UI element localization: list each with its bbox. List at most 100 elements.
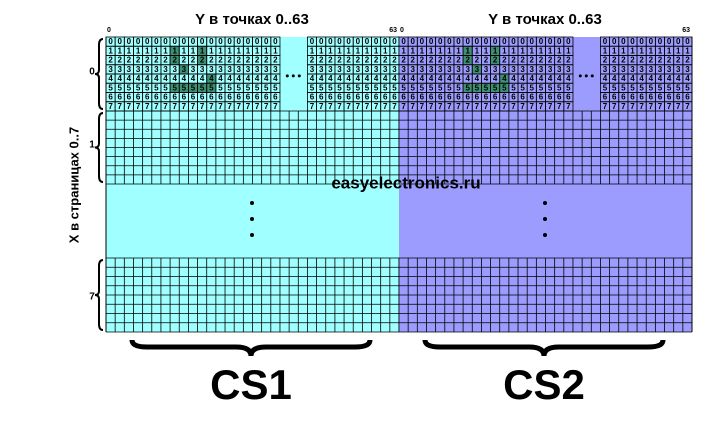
cell-digit: 6 (530, 93, 535, 102)
cell-digit: 2 (566, 56, 571, 65)
cell-digit: 3 (401, 65, 406, 74)
cell-digit: 5 (346, 83, 351, 92)
cell-digit: 1 (365, 46, 370, 55)
cell-digit: 6 (621, 93, 626, 102)
cell-digit: 7 (420, 102, 425, 111)
cell-digit: 0 (676, 37, 681, 46)
cell-digit: 2 (685, 56, 690, 65)
cell-digit: 7 (649, 102, 654, 111)
cell-digit: 7 (255, 102, 260, 111)
cell-digit: 6 (456, 93, 461, 102)
cell-digit: 6 (337, 93, 342, 102)
cell (270, 101, 281, 112)
cell-digit: 0 (356, 37, 361, 46)
cell-digit: 7 (209, 102, 214, 111)
cell-digit: 1 (127, 46, 132, 55)
cell-digit: 3 (227, 65, 232, 74)
cell-digit: 2 (237, 56, 242, 65)
panel-title: Y в точках 0..63 (195, 11, 309, 28)
cell-digit: 5 (383, 83, 388, 92)
cell-digit: 3 (163, 65, 168, 74)
cell-digit: 1 (237, 46, 242, 55)
cell-digit: 6 (264, 93, 269, 102)
cell-digit: 4 (319, 74, 324, 83)
cell-digit: 2 (218, 56, 223, 65)
cell-digit: 2 (108, 56, 113, 65)
cell-digit: 4 (475, 74, 480, 83)
cell-digit: 7 (374, 102, 379, 111)
cell-digit: 6 (520, 93, 525, 102)
cell-digit: 1 (401, 46, 406, 55)
cell-digit: 7 (484, 102, 489, 111)
cell-digit: 7 (163, 102, 168, 111)
cell-digit: 0 (365, 37, 370, 46)
cell-digit: 7 (346, 102, 351, 111)
cell-digit: 3 (520, 65, 525, 74)
cell-digit: 2 (502, 56, 507, 65)
cell-digit: 7 (191, 102, 196, 111)
cell-digit: 1 (658, 46, 663, 55)
cell-digit: 3 (136, 65, 141, 74)
cell-digit: 0 (630, 37, 635, 46)
cell-digit: 7 (465, 102, 470, 111)
cell-digit: 4 (530, 74, 535, 83)
cell-digit: 6 (411, 93, 416, 102)
cell-digit: 4 (182, 74, 187, 83)
cell-digit: 0 (383, 37, 388, 46)
cell-digit: 6 (630, 93, 635, 102)
cell-digit: 3 (649, 65, 654, 74)
pixel-set (197, 83, 207, 93)
cell-digit: 2 (374, 56, 379, 65)
cell-digit: 6 (676, 93, 681, 102)
cell-digit: 2 (346, 56, 351, 65)
cell-digit: 7 (511, 102, 516, 111)
cell-digit: 5 (676, 83, 681, 92)
cell-digit: 0 (392, 37, 397, 46)
cell-digit: 5 (401, 83, 406, 92)
cell-digit: 0 (145, 37, 150, 46)
cell-digit: 6 (484, 93, 489, 102)
cell-digit: 4 (502, 74, 507, 83)
cell-digit: 2 (356, 56, 361, 65)
cell-digit: 6 (218, 93, 223, 102)
cell-digit: 4 (136, 74, 141, 83)
cell-digit: 1 (630, 46, 635, 55)
cell-digit: 0 (566, 37, 571, 46)
cell-digit: 1 (182, 46, 187, 55)
cell-digit: 3 (420, 65, 425, 74)
cell-digit: 2 (667, 56, 672, 65)
cell-digit: 6 (365, 93, 370, 102)
cell-digit: 7 (456, 102, 461, 111)
page-brace (94, 112, 104, 183)
cell-digit: 7 (475, 102, 480, 111)
cell-digit: 1 (163, 46, 168, 55)
cell-digit: 2 (310, 56, 315, 65)
cell-digit: 0 (374, 37, 379, 46)
y-end: 63 (682, 27, 690, 34)
cell-digit: 4 (676, 74, 681, 83)
cell-digit: 1 (310, 46, 315, 55)
cell-digit: 6 (420, 93, 425, 102)
pixel-set (188, 83, 198, 93)
cell-digit: 4 (374, 74, 379, 83)
cell-digit: 5 (365, 83, 370, 92)
cell-digit: 6 (566, 93, 571, 102)
cell-digit: 2 (411, 56, 416, 65)
cell-digit: 6 (356, 93, 361, 102)
pixel-set (197, 46, 207, 56)
cell-digit: 0 (639, 37, 644, 46)
cell-digit: 1 (621, 46, 626, 55)
cell-digit: 3 (319, 65, 324, 74)
cell-digit: 1 (319, 46, 324, 55)
cell-digit: 1 (429, 46, 434, 55)
cell-digit: 5 (566, 83, 571, 92)
cell-digit: 4 (191, 74, 196, 83)
cell-digit: 1 (356, 46, 361, 55)
cell-digit: 5 (493, 83, 498, 92)
dot (578, 74, 582, 78)
dot (250, 233, 254, 237)
cell-digit: 3 (209, 65, 214, 74)
pixel-set (499, 83, 509, 93)
cell-digit: 2 (328, 56, 333, 65)
dot (285, 74, 289, 78)
